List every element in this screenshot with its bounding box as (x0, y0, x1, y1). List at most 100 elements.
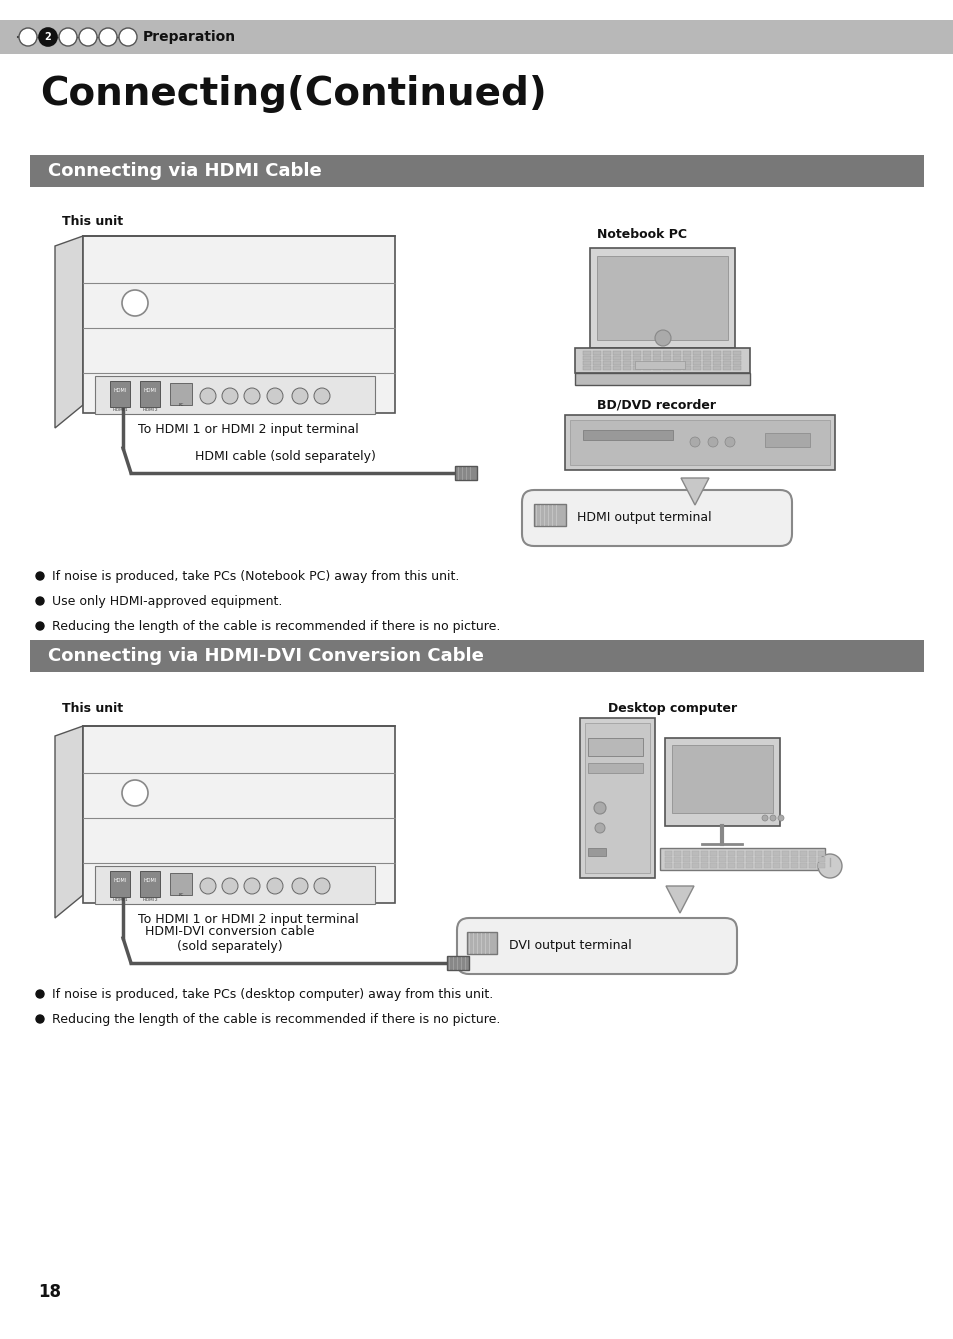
Bar (817, 857, 824, 862)
Bar (712, 366, 720, 370)
Circle shape (724, 437, 734, 447)
Text: Reducing the length of the cable is recommended if there is no picture.: Reducing the length of the cable is reco… (52, 1014, 500, 1026)
Bar (682, 366, 690, 370)
Bar (800, 852, 806, 856)
Circle shape (200, 878, 215, 894)
Circle shape (314, 878, 330, 894)
Bar (763, 852, 770, 856)
Bar (781, 864, 788, 868)
Bar (613, 356, 620, 360)
Bar (672, 351, 680, 355)
Circle shape (200, 388, 215, 404)
Bar (737, 852, 743, 856)
Text: This unit: This unit (62, 216, 123, 228)
Bar (602, 351, 610, 355)
Bar (682, 362, 690, 366)
Circle shape (36, 990, 44, 998)
Text: HDMI 2: HDMI 2 (143, 898, 157, 902)
Bar (95, 866, 375, 904)
Bar (582, 362, 590, 366)
Bar (722, 362, 730, 366)
Bar (447, 956, 469, 969)
Bar (691, 852, 699, 856)
Text: Desktop computer: Desktop computer (607, 702, 737, 715)
Bar (790, 864, 797, 868)
Bar (613, 351, 620, 355)
Circle shape (817, 854, 841, 878)
Text: HDMI 1: HDMI 1 (112, 408, 127, 412)
Bar (722, 366, 730, 370)
Bar (587, 848, 605, 856)
Bar (719, 864, 725, 868)
Text: HDMI 2: HDMI 2 (143, 408, 157, 412)
Bar (682, 852, 689, 856)
Text: HDMI output terminal: HDMI output terminal (577, 511, 711, 525)
Bar (712, 362, 720, 366)
Bar (602, 362, 610, 366)
Bar (732, 366, 740, 370)
Text: BD/DVD recorder: BD/DVD recorder (597, 398, 716, 411)
Bar (727, 857, 734, 862)
Bar (817, 864, 824, 868)
Text: HDMI: HDMI (113, 388, 127, 394)
Bar (662, 362, 670, 366)
Bar (664, 738, 780, 826)
Bar (682, 356, 690, 360)
Bar (672, 366, 680, 370)
Bar (682, 864, 689, 868)
Bar (700, 864, 707, 868)
Text: This unit: This unit (62, 702, 123, 715)
Bar (722, 356, 730, 360)
Bar (764, 432, 809, 447)
Bar (732, 351, 740, 355)
Bar (652, 351, 660, 355)
Bar (772, 857, 780, 862)
Bar (732, 356, 740, 360)
Bar (737, 864, 743, 868)
Text: Reducing the length of the cable is recommended if there is no picture.: Reducing the length of the cable is reco… (52, 620, 500, 633)
Bar (682, 857, 689, 862)
Bar (671, 744, 772, 813)
Bar (727, 852, 734, 856)
Circle shape (594, 802, 605, 814)
Text: HDMI 1: HDMI 1 (112, 898, 127, 902)
Polygon shape (575, 348, 749, 374)
Bar (584, 723, 649, 873)
Bar (754, 852, 761, 856)
Text: DVI output terminal: DVI output terminal (509, 940, 631, 952)
Circle shape (689, 437, 700, 447)
Bar (635, 362, 684, 370)
Bar (582, 430, 672, 441)
Bar (622, 366, 630, 370)
Bar (745, 852, 752, 856)
Text: Notebook PC: Notebook PC (597, 228, 686, 241)
Circle shape (36, 597, 44, 605)
Text: HDMI: HDMI (113, 878, 127, 884)
Circle shape (655, 329, 670, 345)
Bar (110, 870, 130, 897)
Bar (602, 356, 610, 360)
Bar (642, 351, 650, 355)
Text: HDMI-DVI conversion cable
(sold separately): HDMI-DVI conversion cable (sold separate… (145, 925, 314, 953)
Bar (712, 351, 720, 355)
Bar (593, 351, 600, 355)
Circle shape (99, 28, 117, 46)
Text: HDMI: HDMI (143, 388, 156, 394)
Bar (602, 366, 610, 370)
Bar (140, 870, 160, 897)
Circle shape (595, 823, 604, 833)
Bar (534, 503, 565, 526)
Bar (110, 382, 130, 407)
Bar (642, 362, 650, 366)
Bar (727, 864, 734, 868)
Bar (732, 362, 740, 366)
Bar (772, 864, 780, 868)
Bar (737, 857, 743, 862)
Bar (633, 366, 640, 370)
Circle shape (122, 291, 148, 316)
Circle shape (36, 572, 44, 580)
Text: Preparation: Preparation (143, 29, 236, 44)
Bar (800, 864, 806, 868)
Text: If noise is produced, take PCs (desktop computer) away from this unit.: If noise is produced, take PCs (desktop … (52, 988, 493, 1002)
Circle shape (222, 878, 237, 894)
